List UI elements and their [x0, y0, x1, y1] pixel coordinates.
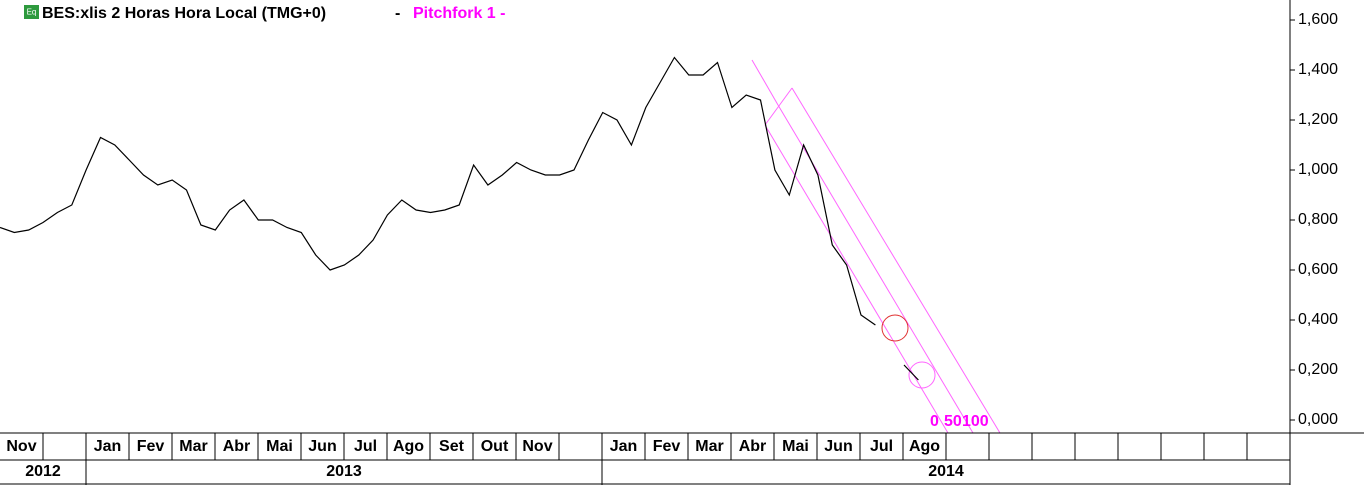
pitchfork-lower: [764, 124, 949, 434]
x-tick-label: Abr: [223, 438, 251, 455]
year-label: 2012: [25, 463, 61, 480]
x-tick-label: Jun: [308, 438, 336, 455]
x-tick-label: Fev: [653, 438, 681, 455]
x-tick-label: Out: [481, 438, 509, 455]
x-tick-label: Ago: [393, 438, 424, 455]
x-tick-label: Nov: [522, 438, 552, 455]
price-line: [0, 56, 919, 381]
x-tick-label: Jan: [94, 438, 122, 455]
y-tick-label: 1,000: [1298, 161, 1338, 178]
y-tick-label: 1,200: [1298, 111, 1338, 128]
x-tick-label: Ago: [909, 438, 940, 455]
pitchfork-label: 50: [944, 413, 962, 430]
x-tick-label: Abr: [739, 438, 767, 455]
y-tick-label: 1,400: [1298, 61, 1338, 78]
x-tick-label: Jul: [870, 438, 893, 455]
pitchfork-label: 0: [930, 413, 939, 430]
x-tick-label: Jul: [354, 438, 377, 455]
chart-title: BES:xlis 2 Horas Hora Local (TMG+0): [42, 5, 326, 22]
x-tick-label: Jan: [610, 438, 638, 455]
x-tick-label: Fev: [137, 438, 165, 455]
chart-subtitle: Pitchfork 1 -: [413, 5, 505, 22]
y-tick-label: 0,800: [1298, 211, 1338, 228]
x-tick-label: Set: [439, 438, 465, 455]
x-tick-label: Mai: [782, 438, 809, 455]
pitchfork-upper: [791, 87, 1001, 434]
y-tick-label: 1,600: [1298, 11, 1338, 28]
badge-box: [24, 5, 39, 19]
highlight-circle: [908, 361, 936, 389]
title-separator: -: [395, 5, 400, 22]
y-tick-label: 0,400: [1298, 311, 1338, 328]
x-tick-label: Mar: [179, 438, 207, 455]
y-tick-label: 0,000: [1298, 411, 1338, 428]
highlight-circle: [881, 314, 909, 342]
badge: Eq: [27, 8, 37, 17]
y-tick-label: 0,200: [1298, 361, 1338, 378]
x-tick-label: Jun: [824, 438, 852, 455]
year-label: 2014: [928, 463, 964, 480]
x-tick-label: Nov: [6, 438, 36, 455]
year-label: 2013: [326, 463, 362, 480]
pitchfork-handle: [751, 59, 779, 106]
y-tick-label: 0,600: [1298, 261, 1338, 278]
x-tick-label: Mar: [695, 438, 723, 455]
pitchfork-label: 100: [962, 413, 989, 430]
x-tick-label: Mai: [266, 438, 293, 455]
